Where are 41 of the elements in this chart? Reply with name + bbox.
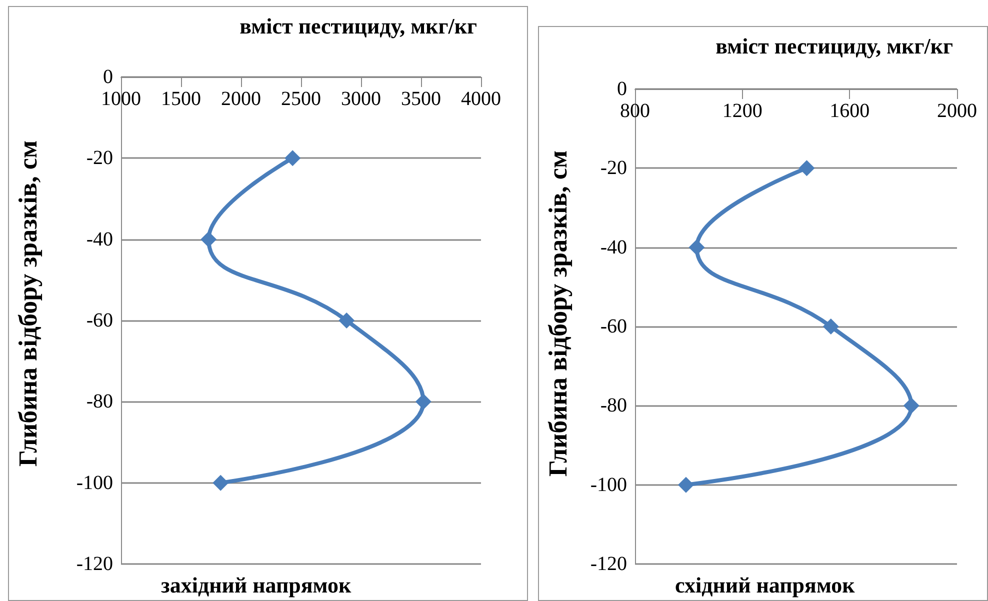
x-tick-label: 1200 [722, 100, 762, 122]
x-tick-label: 1600 [830, 100, 870, 122]
x-tick-label: 3000 [341, 88, 381, 110]
y-axis-title: Глибина відбору зразків, см [544, 150, 572, 477]
x-tick-label: 1000 [101, 88, 141, 110]
point [903, 398, 920, 414]
point [688, 239, 705, 256]
y-tick-label: -20 [600, 157, 627, 180]
y-tick-label: -20 [86, 147, 113, 170]
y-tick-label: -40 [86, 228, 113, 250]
x-tick-label: 1500 [161, 88, 201, 110]
y-tick-label: -80 [600, 394, 627, 417]
point [822, 318, 839, 334]
x-axis-title: вміст пестициду, мкг/кг [716, 34, 954, 58]
y-tick-label: -40 [600, 236, 627, 258]
point [284, 150, 301, 166]
point [212, 474, 229, 491]
y-tick-label: -100 [590, 474, 627, 496]
x-tick-label: 2000 [221, 88, 261, 110]
x-tick-label: 3500 [401, 88, 441, 110]
x-tick-label: 800 [620, 100, 650, 122]
point [338, 312, 355, 328]
y-tick-label: 0 [103, 66, 113, 88]
point [798, 160, 815, 176]
y-tick-label: -100 [76, 472, 113, 494]
y-axis-title: Глибина відбору зразків, см [14, 140, 42, 467]
y-tick-label: -80 [86, 390, 113, 413]
x-tick-label: 2000 [937, 100, 977, 122]
y-tick-label: 0 [617, 78, 627, 100]
x-axis-title: вміст пестициду, мкг/кг [240, 14, 478, 38]
x-tick-label: 2500 [281, 88, 321, 110]
x-tick-label: 4000 [461, 88, 501, 110]
y-tick-label: -120 [76, 553, 113, 575]
point [415, 394, 432, 410]
text: східний напрямок [675, 572, 856, 598]
point [200, 231, 217, 248]
text: західний напрямок [161, 572, 352, 598]
point [678, 476, 694, 493]
y-tick-label: -60 [600, 316, 627, 338]
y-tick-label: -120 [590, 553, 627, 575]
y-tick-label: -60 [86, 310, 113, 332]
